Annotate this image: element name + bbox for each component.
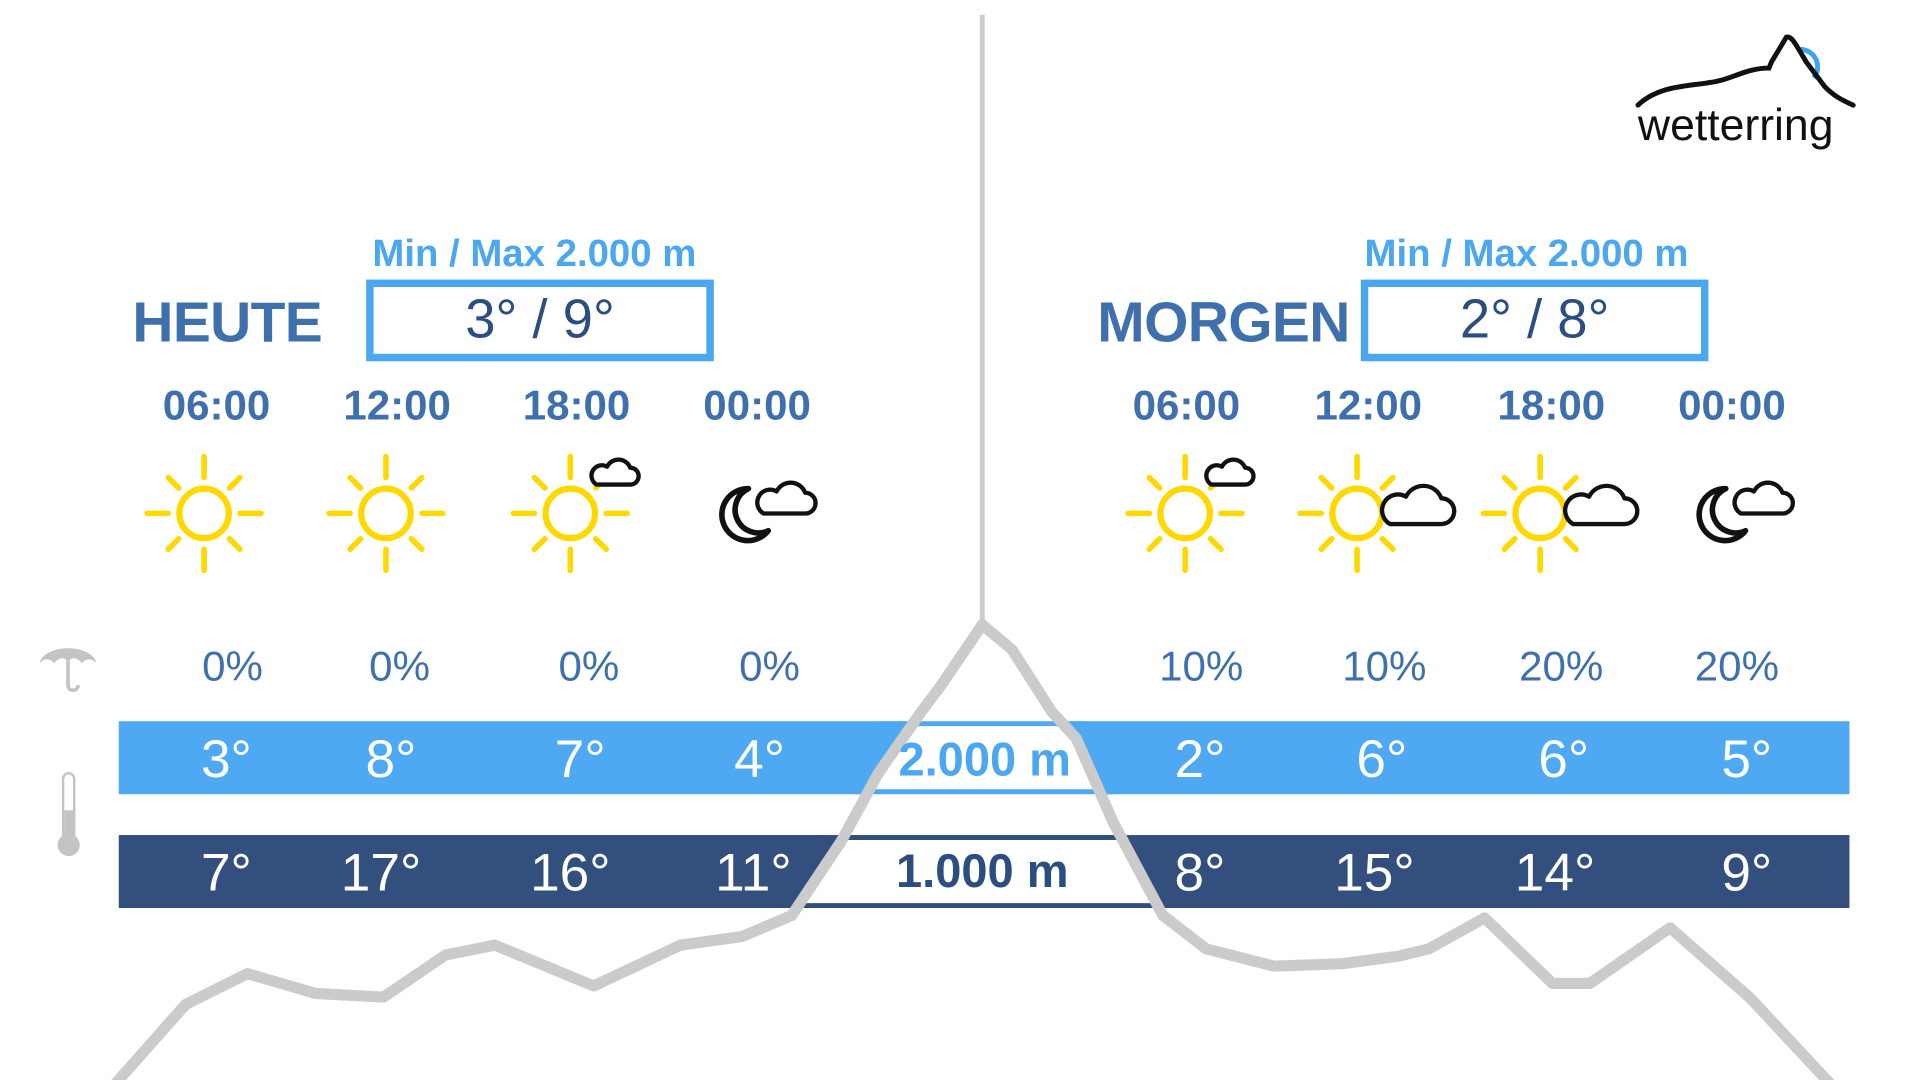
temp-1000m: 8° xyxy=(1174,843,1226,904)
temp-2000m: 4° xyxy=(734,729,786,790)
day-title-tomorrow: MORGEN xyxy=(1097,289,1350,354)
temp-1000m: 11° xyxy=(715,843,792,904)
wetterring-logo: wetterring xyxy=(1633,31,1868,155)
logo-text: wetterring xyxy=(1637,98,1834,150)
sun-cloud-icon xyxy=(1480,453,1639,574)
temp-2000m: 6° xyxy=(1538,729,1590,790)
temp-1000m: 7° xyxy=(200,843,252,904)
sun-icon xyxy=(326,453,446,574)
moon-cloud-icon xyxy=(719,452,848,544)
temp-2000m: 2° xyxy=(1174,729,1226,790)
minmax-value-tomorrow: 2° / 8° xyxy=(1459,289,1610,351)
precip-chance: 0% xyxy=(202,643,263,691)
precip-chance: 10% xyxy=(1342,643,1427,691)
temp-1000m: 14° xyxy=(1514,843,1596,904)
precip-chance: 10% xyxy=(1159,643,1244,691)
minmax-box-today: 3° / 9° xyxy=(366,279,714,362)
precip-chance: 0% xyxy=(739,643,800,691)
slot-time: 18:00 xyxy=(522,382,631,430)
precip-chance: 20% xyxy=(1519,643,1604,691)
precip-chance: 20% xyxy=(1694,643,1779,691)
moon-cloud-icon xyxy=(1696,452,1825,544)
temp-1000m: 15° xyxy=(1334,843,1415,904)
slot-time: 12:00 xyxy=(343,382,451,430)
slot-time: 00:00 xyxy=(1678,382,1786,430)
sun-small-cloud-icon xyxy=(1125,453,1284,574)
slot-time: 06:00 xyxy=(162,382,271,430)
altitude-label-2000: 2.000 m xyxy=(898,734,1071,787)
temp-2000m: 5° xyxy=(1721,729,1773,790)
temp-2000m: 8° xyxy=(365,729,417,790)
temp-2000m: 3° xyxy=(200,729,252,790)
slot-time: 06:00 xyxy=(1132,382,1241,430)
temp-1000m: 17° xyxy=(340,843,422,904)
minmax-label-tomorrow: Min / Max 2.000 m xyxy=(1364,231,1689,275)
altitude-label-1000: 1.000 m xyxy=(895,846,1069,899)
temp-1000m: 16° xyxy=(530,843,611,904)
minmax-box-tomorrow: 2° / 8° xyxy=(1360,279,1709,362)
temp-1000m: 9° xyxy=(1721,843,1773,904)
precip-chance: 0% xyxy=(558,643,620,691)
temp-2000m: 7° xyxy=(554,729,606,790)
slot-time: 18:00 xyxy=(1497,382,1606,430)
slot-time: 00:00 xyxy=(703,382,811,430)
logo-mountain-icon xyxy=(1635,34,1856,108)
minmax-value-today: 3° / 9° xyxy=(465,289,615,351)
slot-time: 12:00 xyxy=(1314,382,1423,430)
umbrella-icon xyxy=(39,648,97,692)
day-title-today: HEUTE xyxy=(132,289,323,354)
minmax-label-today: Min / Max 2.000 m xyxy=(372,231,697,275)
thermometer-icon xyxy=(57,771,80,857)
precip-chance: 0% xyxy=(369,643,430,691)
sun-small-cloud-icon xyxy=(510,453,669,574)
sun-cloud-icon xyxy=(1297,453,1456,574)
mountain-ridge xyxy=(111,619,1835,1080)
temp-2000m: 6° xyxy=(1356,729,1408,790)
sun-icon xyxy=(144,453,264,574)
